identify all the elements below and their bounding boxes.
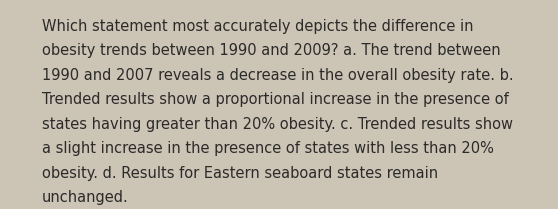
Text: 1990 and 2007 reveals a decrease in the overall obesity rate. b.: 1990 and 2007 reveals a decrease in the …	[42, 68, 513, 83]
Text: obesity. d. Results for Eastern seaboard states remain: obesity. d. Results for Eastern seaboard…	[42, 166, 438, 181]
Text: Which statement most accurately depicts the difference in: Which statement most accurately depicts …	[42, 19, 473, 34]
Text: a slight increase in the presence of states with less than 20%: a slight increase in the presence of sta…	[42, 141, 494, 156]
Text: obesity trends between 1990 and 2009? a. The trend between: obesity trends between 1990 and 2009? a.…	[42, 43, 501, 58]
Text: states having greater than 20% obesity. c. Trended results show: states having greater than 20% obesity. …	[42, 117, 513, 132]
Text: unchanged.: unchanged.	[42, 190, 128, 205]
Text: Trended results show a proportional increase in the presence of: Trended results show a proportional incr…	[42, 92, 508, 107]
